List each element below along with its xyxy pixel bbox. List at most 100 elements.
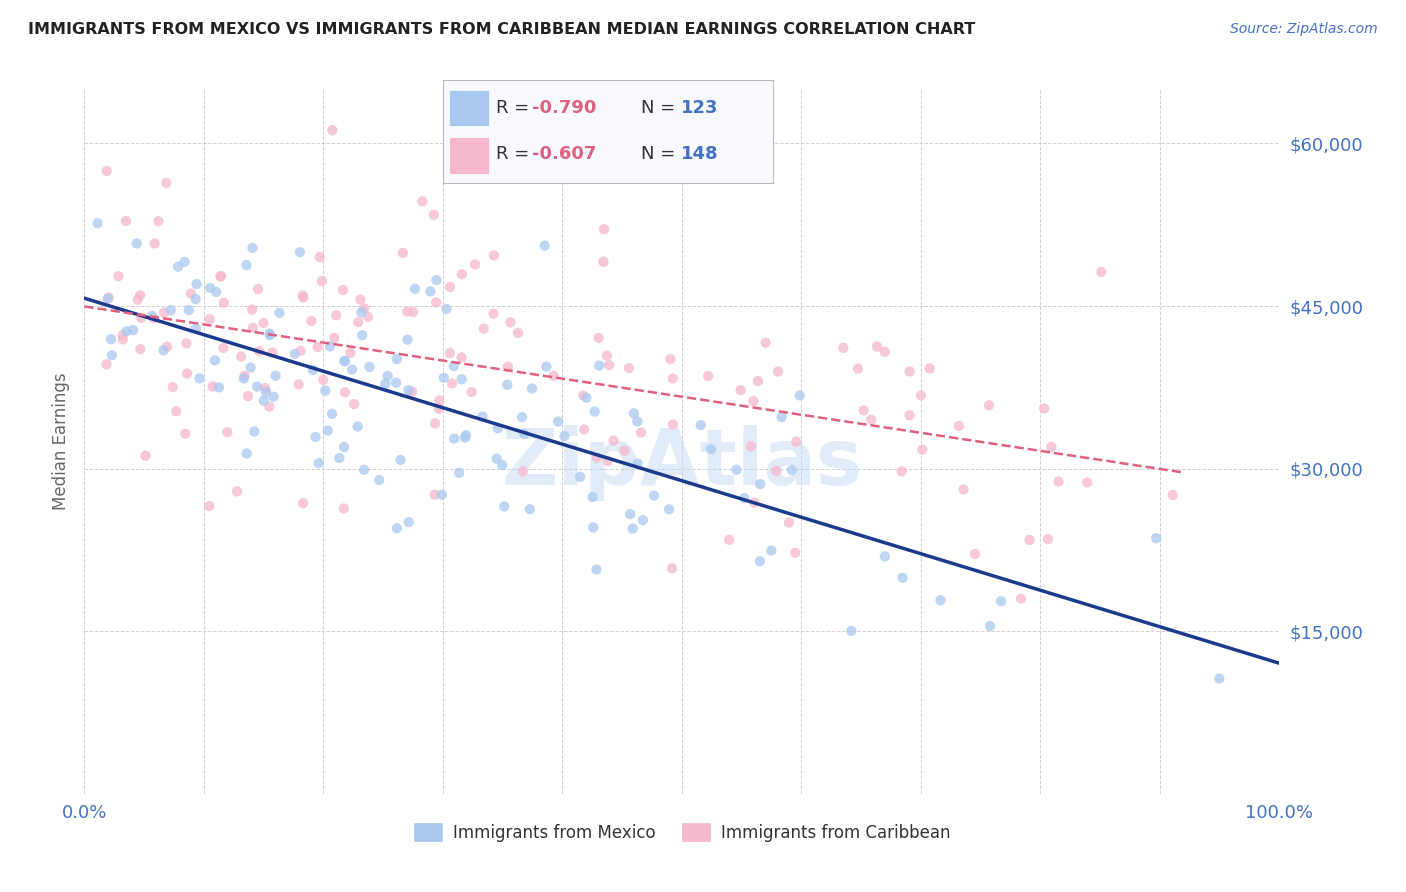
Point <box>292 496 315 510</box>
Point <box>450 372 472 386</box>
Point <box>352 328 374 343</box>
Point <box>659 352 682 367</box>
Point <box>304 430 326 444</box>
Point <box>226 484 249 499</box>
Point <box>333 354 356 368</box>
Point <box>443 359 465 373</box>
Point <box>308 456 330 470</box>
Point <box>208 380 231 394</box>
Point <box>111 328 134 343</box>
Point <box>127 293 149 307</box>
Point <box>449 466 471 480</box>
Point <box>1036 532 1059 546</box>
Point <box>231 350 253 364</box>
Point <box>339 346 361 360</box>
Point <box>742 495 765 509</box>
Point <box>494 500 516 514</box>
Text: N =: N = <box>641 99 681 117</box>
Point <box>353 463 375 477</box>
Point <box>385 376 408 390</box>
Point <box>1018 533 1040 547</box>
Point <box>347 315 370 329</box>
Point <box>148 214 170 228</box>
Point <box>325 309 347 323</box>
Point <box>333 385 356 400</box>
FancyBboxPatch shape <box>450 136 489 174</box>
Point <box>598 358 620 372</box>
Point <box>471 409 494 424</box>
Point <box>308 250 330 264</box>
Point <box>115 324 138 338</box>
Point <box>96 164 118 178</box>
Point <box>761 543 783 558</box>
Point <box>107 269 129 284</box>
Point <box>323 331 346 345</box>
Point <box>485 451 508 466</box>
Point <box>911 442 934 457</box>
Point <box>212 295 235 310</box>
Point <box>184 321 207 335</box>
Point <box>860 412 883 426</box>
Point <box>627 457 650 471</box>
Point <box>572 423 595 437</box>
Point <box>247 282 270 296</box>
Point <box>262 345 284 359</box>
Point <box>748 554 770 568</box>
Point <box>866 339 889 353</box>
Point <box>464 257 486 271</box>
Point <box>243 425 266 439</box>
Point <box>454 428 477 442</box>
Point <box>152 343 174 358</box>
Point <box>1161 488 1184 502</box>
Point <box>173 255 195 269</box>
Point <box>377 368 399 383</box>
Point <box>122 323 145 337</box>
Point <box>436 301 458 316</box>
Text: Source: ZipAtlas.com: Source: ZipAtlas.com <box>1230 22 1378 37</box>
Point <box>319 339 342 353</box>
Point <box>385 521 408 535</box>
Point <box>333 354 356 368</box>
Point <box>155 176 177 190</box>
Point <box>129 342 152 356</box>
Point <box>718 533 741 547</box>
Point <box>205 285 228 299</box>
Point <box>890 464 912 478</box>
Point <box>543 368 565 383</box>
Point <box>217 425 239 440</box>
Point <box>697 369 720 384</box>
FancyBboxPatch shape <box>450 89 489 127</box>
Point <box>419 285 441 299</box>
Point <box>472 321 495 335</box>
Point <box>340 362 363 376</box>
Point <box>588 331 610 345</box>
Point <box>596 454 619 468</box>
Point <box>284 347 307 361</box>
Point <box>512 464 534 478</box>
Point <box>1010 591 1032 606</box>
Point <box>96 357 118 371</box>
Point <box>429 393 451 408</box>
Point <box>263 390 285 404</box>
Point <box>536 359 558 374</box>
Point <box>287 377 309 392</box>
Point <box>235 258 257 272</box>
Point <box>143 236 166 251</box>
Point <box>789 388 811 402</box>
Point <box>643 489 665 503</box>
Point <box>125 236 148 251</box>
Point <box>979 619 1001 633</box>
Point <box>269 306 291 320</box>
Point <box>450 268 472 282</box>
Point <box>209 268 232 283</box>
Point <box>368 473 391 487</box>
Point <box>891 571 914 585</box>
Point <box>392 246 415 260</box>
Point <box>232 371 254 385</box>
Point <box>749 477 772 491</box>
Point <box>167 260 190 274</box>
Text: R =: R = <box>496 145 534 163</box>
Point <box>1144 531 1167 545</box>
Point <box>159 303 181 318</box>
Point <box>450 351 472 365</box>
